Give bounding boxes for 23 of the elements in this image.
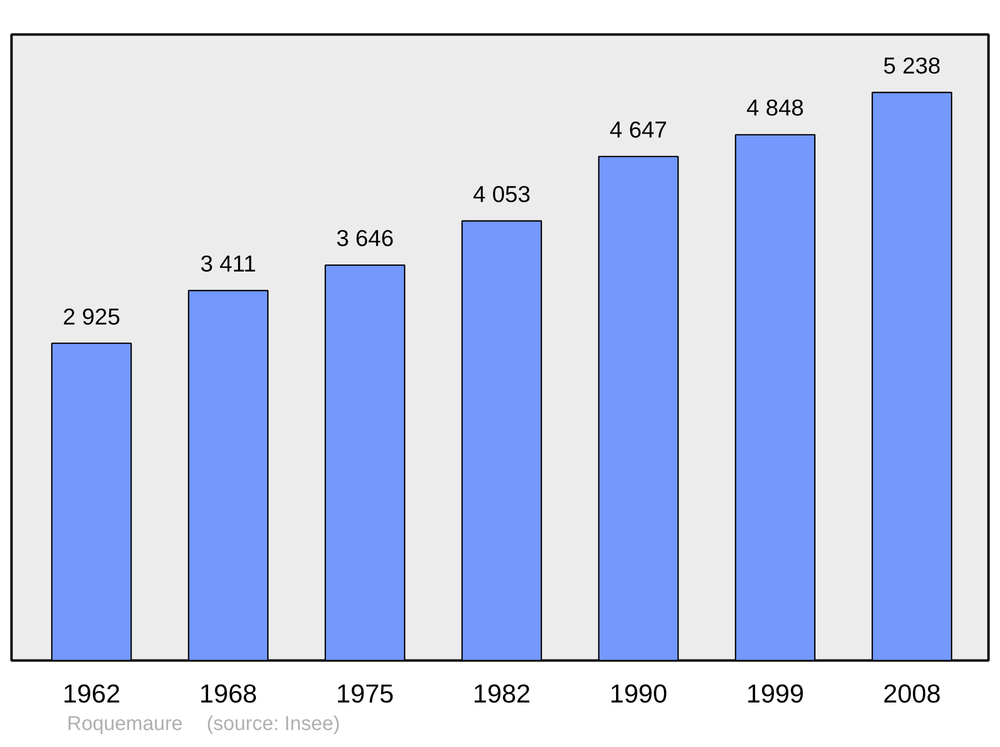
x-tick-label: 2008 [883, 678, 941, 708]
bar [188, 290, 269, 660]
text: (source: Insee) [206, 713, 340, 735]
bar [872, 92, 952, 660]
data-label: 2 925 [62, 303, 120, 330]
x-tick-label: 1962 [62, 678, 120, 708]
data-label: 5 238 [883, 52, 941, 78]
bar [461, 220, 542, 660]
x-tick-label: 1999 [746, 678, 804, 708]
x-tick-label: 1975 [336, 678, 394, 708]
bar [598, 156, 679, 660]
bar [51, 342, 132, 660]
x-tick-label: 1990 [610, 678, 668, 708]
data-label: 4 053 [472, 180, 530, 207]
text: Roquemaure [67, 713, 183, 735]
bar [324, 264, 406, 660]
x-tick-label: 1968 [199, 678, 258, 708]
data-label: 4 848 [746, 94, 804, 121]
bar [734, 134, 816, 660]
data-label: 3 646 [336, 225, 394, 252]
x-tick-label: 1982 [472, 678, 531, 708]
data-label: 3 411 [200, 250, 256, 277]
data-label: 4 647 [610, 116, 668, 143]
